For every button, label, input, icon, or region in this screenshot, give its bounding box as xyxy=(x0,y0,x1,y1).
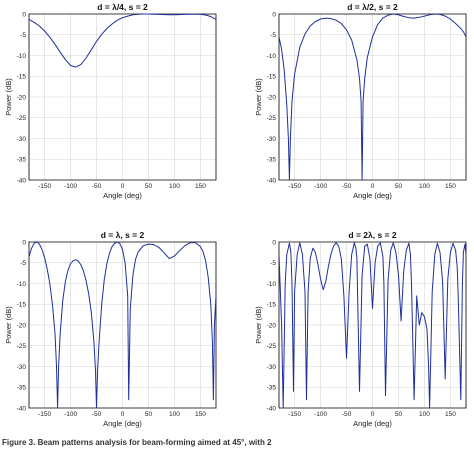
x-tick-label: -50 xyxy=(92,183,102,190)
y-tick-label: -35 xyxy=(17,385,27,392)
x-tick-label: 0 xyxy=(371,411,375,418)
subplot-title: d = 2λ, s = 2 xyxy=(348,230,396,240)
y-tick-label: -10 xyxy=(267,53,277,60)
y-tick-label: -15 xyxy=(17,74,27,81)
beam-pattern-line xyxy=(28,13,217,68)
subplot-title: d = λ/2, s = 2 xyxy=(347,2,398,12)
x-tick-label: 100 xyxy=(169,411,180,418)
subplot-2: -150 -100 -50 0 50 100 150 0 -5 -10 -15 -20 -25 -30 -3… xyxy=(254,2,467,200)
x-tick-label: -150 xyxy=(288,183,301,190)
figure-caption: Figure 3. Beam patterns analysis for bea… xyxy=(2,438,272,447)
beam-pattern-line xyxy=(28,241,217,409)
y-tick-label: -35 xyxy=(267,385,277,392)
y-tick-label: -40 xyxy=(17,405,27,412)
y-axis-label: Power (dB) xyxy=(4,306,13,344)
y-tick-label: -15 xyxy=(267,302,277,309)
y-tick-label: -5 xyxy=(20,32,26,39)
y-tick-label: -30 xyxy=(17,136,27,143)
y-tick-label: -20 xyxy=(267,322,277,329)
y-tick-label: -20 xyxy=(17,322,27,329)
y-axis-label: Power (dB) xyxy=(254,78,263,116)
x-tick-label: 50 xyxy=(395,411,403,418)
x-tick-label: -150 xyxy=(38,183,51,190)
y-axis-label: Power (dB) xyxy=(4,78,13,116)
x-axis-label: Angle (deg) xyxy=(103,419,142,428)
y-tick-label: -30 xyxy=(267,364,277,371)
x-tick-label: 50 xyxy=(145,411,153,418)
plot-frame xyxy=(278,241,467,409)
x-tick-label: 50 xyxy=(145,183,153,190)
y-tick-label: 0 xyxy=(272,11,276,18)
y-tick-label: -15 xyxy=(267,74,277,81)
x-tick-label: 150 xyxy=(195,411,206,418)
x-tick-label: 0 xyxy=(121,183,125,190)
y-tick-label: -20 xyxy=(17,94,27,101)
x-axis-label: Angle (deg) xyxy=(353,419,392,428)
x-tick-label: -100 xyxy=(64,183,77,190)
y-tick-label: 0 xyxy=(272,239,276,246)
x-tick-label: -100 xyxy=(314,411,327,418)
x-axis-label: Angle (deg) xyxy=(103,191,142,200)
y-tick-label: -35 xyxy=(17,157,27,164)
y-tick-label: -15 xyxy=(17,302,27,309)
y-tick-label: -35 xyxy=(267,157,277,164)
x-tick-label: 100 xyxy=(419,411,430,418)
beam-pattern-line xyxy=(278,13,467,181)
x-tick-label: -50 xyxy=(342,411,352,418)
subplot-3: -150 -100 -50 0 50 100 150 0 -5 -10 -15 -20 -25 -30 -3… xyxy=(4,230,217,428)
y-tick-label: 0 xyxy=(22,11,26,18)
subplot-4: -150 -100 -50 0 50 100 150 0 -5 -10 -15 -20 -25 -30 -3… xyxy=(254,230,467,428)
y-tick-label: -10 xyxy=(17,281,27,288)
x-tick-label: 150 xyxy=(445,411,456,418)
x-tick-label: 50 xyxy=(395,183,403,190)
y-tick-label: -25 xyxy=(267,115,277,122)
x-tick-label: 100 xyxy=(419,183,430,190)
x-tick-label: 0 xyxy=(371,183,375,190)
x-tick-label: -100 xyxy=(314,183,327,190)
x-tick-label: -100 xyxy=(64,411,77,418)
plot-frame xyxy=(28,241,217,409)
y-tick-label: -40 xyxy=(267,405,277,412)
y-tick-label: -5 xyxy=(270,260,276,267)
y-tick-label: -5 xyxy=(270,32,276,39)
y-axis-label: Power (dB) xyxy=(254,306,263,344)
x-tick-label: 0 xyxy=(121,411,125,418)
y-tick-label: 0 xyxy=(22,239,26,246)
beam-pattern-line xyxy=(278,242,467,409)
plot-frame xyxy=(278,13,467,181)
y-tick-label: -30 xyxy=(17,364,27,371)
x-axis-label: Angle (deg) xyxy=(353,191,392,200)
y-tick-label: -40 xyxy=(267,177,277,184)
x-tick-label: 150 xyxy=(445,183,456,190)
y-tick-label: -20 xyxy=(267,94,277,101)
y-tick-label: -25 xyxy=(17,343,27,350)
y-tick-label: -30 xyxy=(267,136,277,143)
x-tick-label: -50 xyxy=(92,411,102,418)
y-tick-label: -5 xyxy=(20,260,26,267)
plot-frame xyxy=(28,13,217,181)
subplot-title: d = λ, s = 2 xyxy=(101,230,145,240)
y-tick-label: -10 xyxy=(17,53,27,60)
subplot-1: -150 -100 -50 0 50 100 150 0 -5 -10 -15 -20 -25 -30 -3… xyxy=(4,2,217,200)
y-tick-label: -25 xyxy=(17,115,27,122)
y-tick-label: -25 xyxy=(267,343,277,350)
y-tick-label: -10 xyxy=(267,281,277,288)
x-tick-label: -150 xyxy=(38,411,51,418)
x-tick-label: 100 xyxy=(169,183,180,190)
x-tick-label: 150 xyxy=(195,183,206,190)
x-tick-label: -50 xyxy=(342,183,352,190)
subplot-title: d = λ/4, s = 2 xyxy=(97,2,148,12)
x-tick-label: -150 xyxy=(288,411,301,418)
y-tick-label: -40 xyxy=(17,177,27,184)
